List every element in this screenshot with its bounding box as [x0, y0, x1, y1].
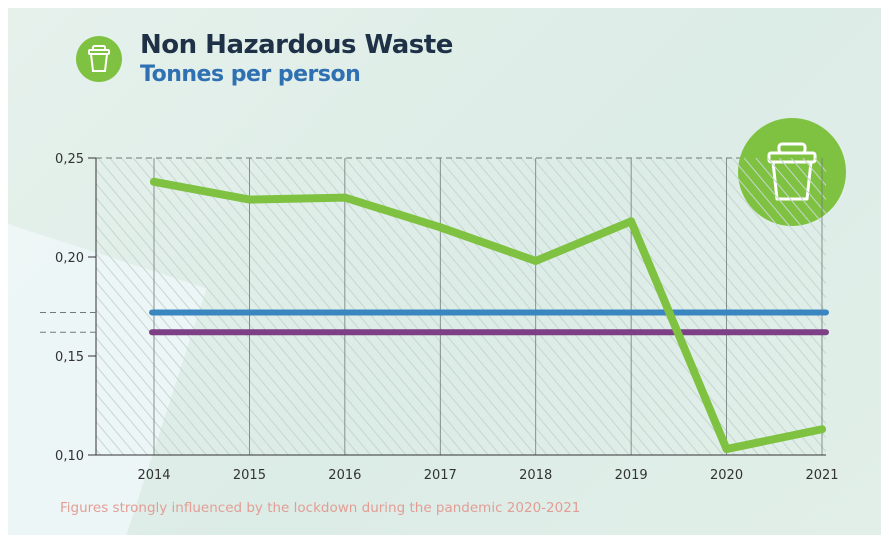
series-1-point: [341, 309, 348, 316]
series-2-point: [151, 329, 157, 336]
chart-header: Non Hazardous Waste Tonnes per person: [76, 32, 453, 86]
series-0-point: [818, 425, 826, 434]
y-tick-label: 0,10: [55, 449, 84, 464]
series-2-point: [246, 329, 253, 336]
waste-bin-icon: [76, 36, 122, 82]
series-0-line: [150, 177, 826, 454]
x-tick-label: 2020: [710, 468, 743, 483]
series-1-point: [819, 309, 825, 316]
chart-subtitle: Tonnes per person: [140, 62, 361, 87]
series-0-point: [531, 256, 540, 265]
series-1-point: [628, 309, 635, 316]
series-1-point: [437, 309, 444, 316]
series-1-point: [151, 309, 157, 316]
series-2-point: [341, 329, 348, 336]
x-tick-label: 2019: [615, 468, 648, 483]
x-tick-label: 2021: [805, 468, 838, 483]
series-0-point: [150, 177, 158, 186]
series-2-point: [723, 329, 730, 336]
series-0-point: [722, 445, 731, 454]
series-1-point: [723, 309, 730, 316]
x-tick-label: 2016: [328, 468, 361, 483]
series-1-point: [246, 309, 253, 316]
footnote: Figures strongly influenced by the lockd…: [60, 500, 581, 516]
series-0-point: [627, 217, 636, 226]
series-0-point: [436, 223, 445, 232]
x-tick-label: 2018: [519, 468, 552, 483]
plot-area: [96, 158, 826, 455]
x-tick-label: 2014: [137, 468, 170, 483]
y-tick-label: 0,15: [55, 350, 84, 365]
series-2-point: [628, 329, 635, 336]
y-tick-label: 0,25: [55, 152, 84, 167]
series-2-point: [532, 329, 539, 336]
y-tick-label: 0,20: [55, 251, 84, 266]
series-0-point: [245, 195, 254, 204]
series-2-point: [437, 329, 444, 336]
series-2-point: [819, 329, 825, 336]
series-1-point: [532, 309, 539, 316]
series-0-point: [340, 193, 349, 202]
x-tick-label: 2017: [424, 468, 457, 483]
x-tick-label: 2015: [233, 468, 266, 483]
chart-title: Non Hazardous Waste: [140, 30, 453, 60]
